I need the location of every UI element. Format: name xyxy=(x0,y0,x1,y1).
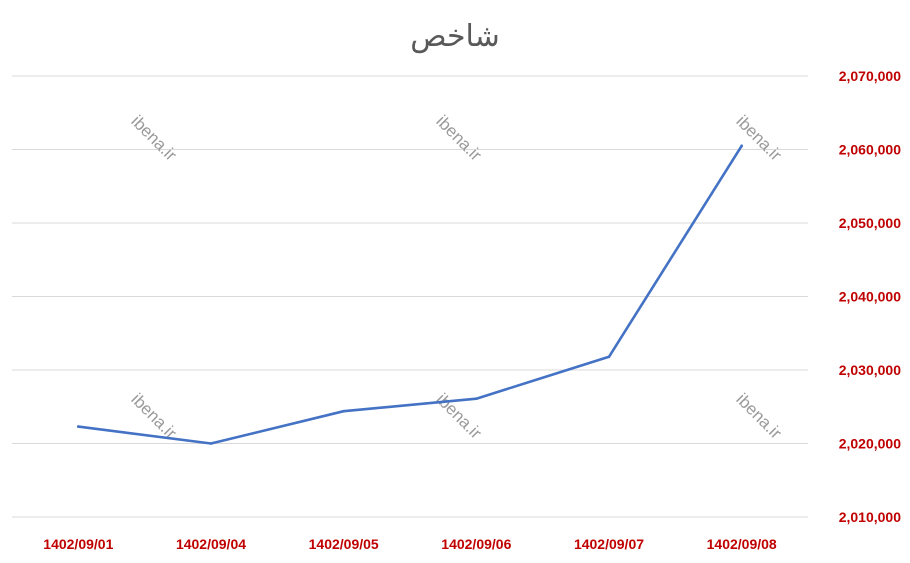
data-point xyxy=(342,409,345,413)
y-axis-ticks: 2,010,000 2,020,000 2,030,000 2,040,000 2,05… xyxy=(839,68,901,525)
data-point xyxy=(77,425,80,428)
x-axis-ticks: 1402/09/01 1402/09/04 1402/09/05 1402/09/06… xyxy=(43,536,777,552)
gridlines xyxy=(12,75,808,518)
y-tick-label: 2,010,000 xyxy=(839,509,901,525)
x-tick-label: 1402/09/07 xyxy=(574,536,644,552)
y-tick-label: 2,070,000 xyxy=(839,68,901,84)
x-tick-label: 1402/09/04 xyxy=(176,536,246,552)
y-tick-label: 2,050,000 xyxy=(839,215,901,231)
data-point xyxy=(740,144,743,148)
y-tick-label: 2,030,000 xyxy=(839,362,901,378)
data-point xyxy=(209,442,213,445)
series-line xyxy=(77,144,744,445)
x-tick-label: 1402/09/05 xyxy=(309,536,379,552)
watermark-text: ibena.ir xyxy=(432,112,485,165)
chart-title: شاخص xyxy=(410,19,500,54)
series-layer xyxy=(77,144,744,445)
watermark-text: ibena.ir xyxy=(127,112,180,165)
data-point xyxy=(475,397,478,400)
watermark-text: ibena.ir xyxy=(732,390,785,443)
y-tick-label: 2,020,000 xyxy=(839,436,901,452)
x-tick-label: 1402/09/06 xyxy=(441,536,511,552)
watermark-text: ibena.ir xyxy=(732,112,785,165)
data-point xyxy=(607,355,611,359)
y-tick-label: 2,060,000 xyxy=(839,142,901,158)
x-tick-label: 1402/09/01 xyxy=(43,536,113,552)
x-tick-label: 1402/09/08 xyxy=(707,536,777,552)
y-tick-label: 2,040,000 xyxy=(839,289,901,305)
